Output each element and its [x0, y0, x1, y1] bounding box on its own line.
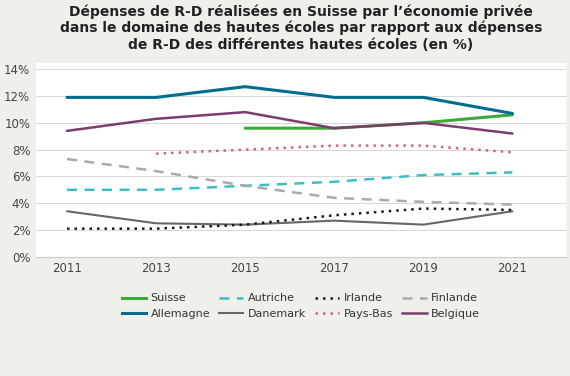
- Title: Dépenses de R-D réalisées en Suisse par l’économie privée
dans le domaine des ha: Dépenses de R-D réalisées en Suisse par …: [60, 4, 542, 52]
- Legend: Suisse, Allemagne, Autriche, Danemark, Irlande, Pays-Bas, Finlande, Belgique: Suisse, Allemagne, Autriche, Danemark, I…: [121, 293, 480, 319]
